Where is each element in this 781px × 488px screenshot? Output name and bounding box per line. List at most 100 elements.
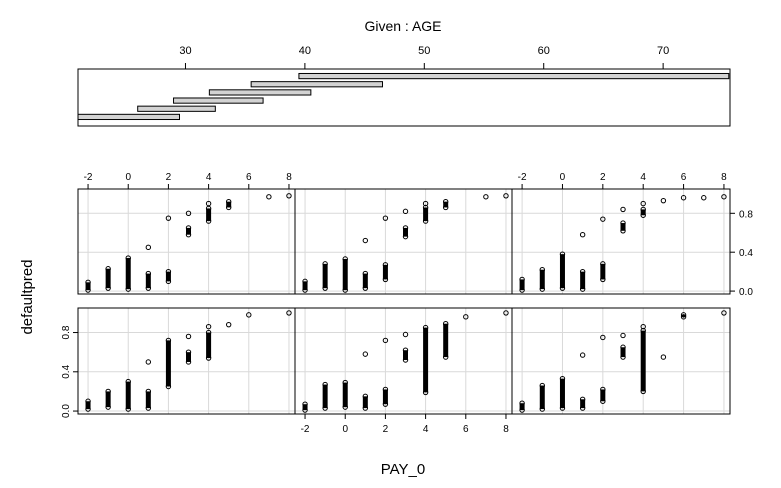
- data-point: [302, 401, 308, 407]
- data-point: [519, 400, 525, 406]
- data-point: [125, 286, 131, 292]
- x-tick-label: 6: [463, 424, 469, 435]
- given-panel: 30 40 50 60 70: [77, 45, 731, 127]
- data-point: [225, 204, 232, 211]
- data-point: [105, 266, 111, 272]
- data-point: [620, 220, 626, 226]
- panel-frame: [511, 188, 731, 295]
- given-interval-bar: [137, 105, 216, 112]
- given-tick-label: 40: [299, 45, 311, 57]
- data-point: [680, 312, 687, 318]
- data-point: [640, 200, 646, 207]
- given-interval-bar: [208, 89, 312, 96]
- data-point: [442, 198, 449, 205]
- data-point: [145, 285, 152, 291]
- data-point: [519, 287, 525, 293]
- data-point: [185, 359, 192, 365]
- data-point: [422, 389, 429, 396]
- data-point: [185, 231, 192, 238]
- data-point: [105, 404, 111, 410]
- data-point: [680, 314, 687, 320]
- data-point: [302, 287, 308, 293]
- data-point: [145, 270, 152, 277]
- scatter-panels: -2 0 2 4 6 8 -2 0 2 4 6 8 -2 0 2 4 6 8 0.0 0.4 0.8 0.0 0.4 0.8: [61, 172, 753, 435]
- data-point: [185, 210, 192, 217]
- data-point: [185, 333, 192, 340]
- data-point: [302, 407, 308, 413]
- data-point: [701, 195, 707, 201]
- data-point: [286, 310, 292, 316]
- data-point: [519, 276, 525, 283]
- data-point: [322, 381, 328, 388]
- data-point: [302, 278, 308, 285]
- data-point: [145, 359, 152, 365]
- data-point: [463, 314, 469, 320]
- scatter-panel: [294, 307, 513, 415]
- y-tick-label: 0.8: [61, 325, 72, 339]
- data-point: [539, 266, 545, 273]
- data-point: [680, 195, 687, 201]
- given-tick-label: 60: [538, 45, 550, 57]
- data-point: [165, 383, 172, 390]
- data-point: [422, 200, 429, 207]
- given-interval-bar: [173, 97, 264, 104]
- data-point: [382, 337, 389, 344]
- data-point: [145, 388, 152, 395]
- y-tick-label: 0.8: [739, 209, 753, 220]
- data-point: [559, 285, 566, 291]
- scatter-panel: [77, 307, 296, 415]
- data-point: [322, 285, 328, 291]
- data-point: [125, 255, 131, 261]
- data-point: [640, 206, 646, 213]
- y-axis-label: defaultpred: [19, 259, 36, 334]
- given-interval-bar: [250, 81, 384, 88]
- x-tick-label: 6: [246, 172, 252, 183]
- data-point: [579, 405, 586, 411]
- data-point: [620, 344, 626, 350]
- data-point: [105, 388, 111, 395]
- given-tick-label: 70: [657, 45, 669, 57]
- data-point: [600, 261, 606, 267]
- data-point: [362, 285, 369, 291]
- given-title: Given : AGE: [364, 18, 441, 34]
- scatter-panel: [294, 188, 513, 295]
- data-point: [640, 212, 646, 218]
- data-point: [559, 405, 566, 411]
- data-point: [539, 382, 545, 389]
- x-tick-label: 8: [503, 424, 509, 435]
- data-point: [559, 251, 566, 257]
- given-frame: [77, 68, 731, 127]
- data-point: [442, 321, 449, 327]
- data-point: [225, 198, 232, 205]
- x-tick-label: -2: [84, 172, 93, 183]
- data-point: [519, 407, 525, 413]
- data-point: [422, 204, 429, 211]
- data-point: [125, 378, 131, 385]
- data-point: [342, 287, 348, 293]
- data-point: [620, 228, 626, 234]
- data-point: [266, 194, 272, 200]
- data-point: [85, 287, 91, 293]
- data-point: [362, 405, 369, 411]
- given-interval-bar: [77, 113, 181, 121]
- data-point: [640, 388, 646, 395]
- x-tick-label: 4: [640, 172, 646, 183]
- data-point: [422, 324, 429, 331]
- data-point: [362, 351, 369, 357]
- data-point: [125, 406, 131, 412]
- data-point: [640, 323, 646, 330]
- given-tick-label: 30: [179, 45, 191, 57]
- x-tick-label: 2: [383, 424, 389, 435]
- data-point: [105, 285, 111, 291]
- data-point: [342, 404, 348, 410]
- data-point: [322, 261, 328, 267]
- x-tick-label: 4: [423, 424, 429, 435]
- x-axis-label: PAY_0: [381, 461, 425, 478]
- data-point: [145, 405, 152, 411]
- y-tick-label: 0.0: [739, 287, 753, 298]
- data-point: [402, 331, 409, 338]
- given-tick-label: 50: [418, 45, 430, 57]
- data-point: [600, 386, 606, 393]
